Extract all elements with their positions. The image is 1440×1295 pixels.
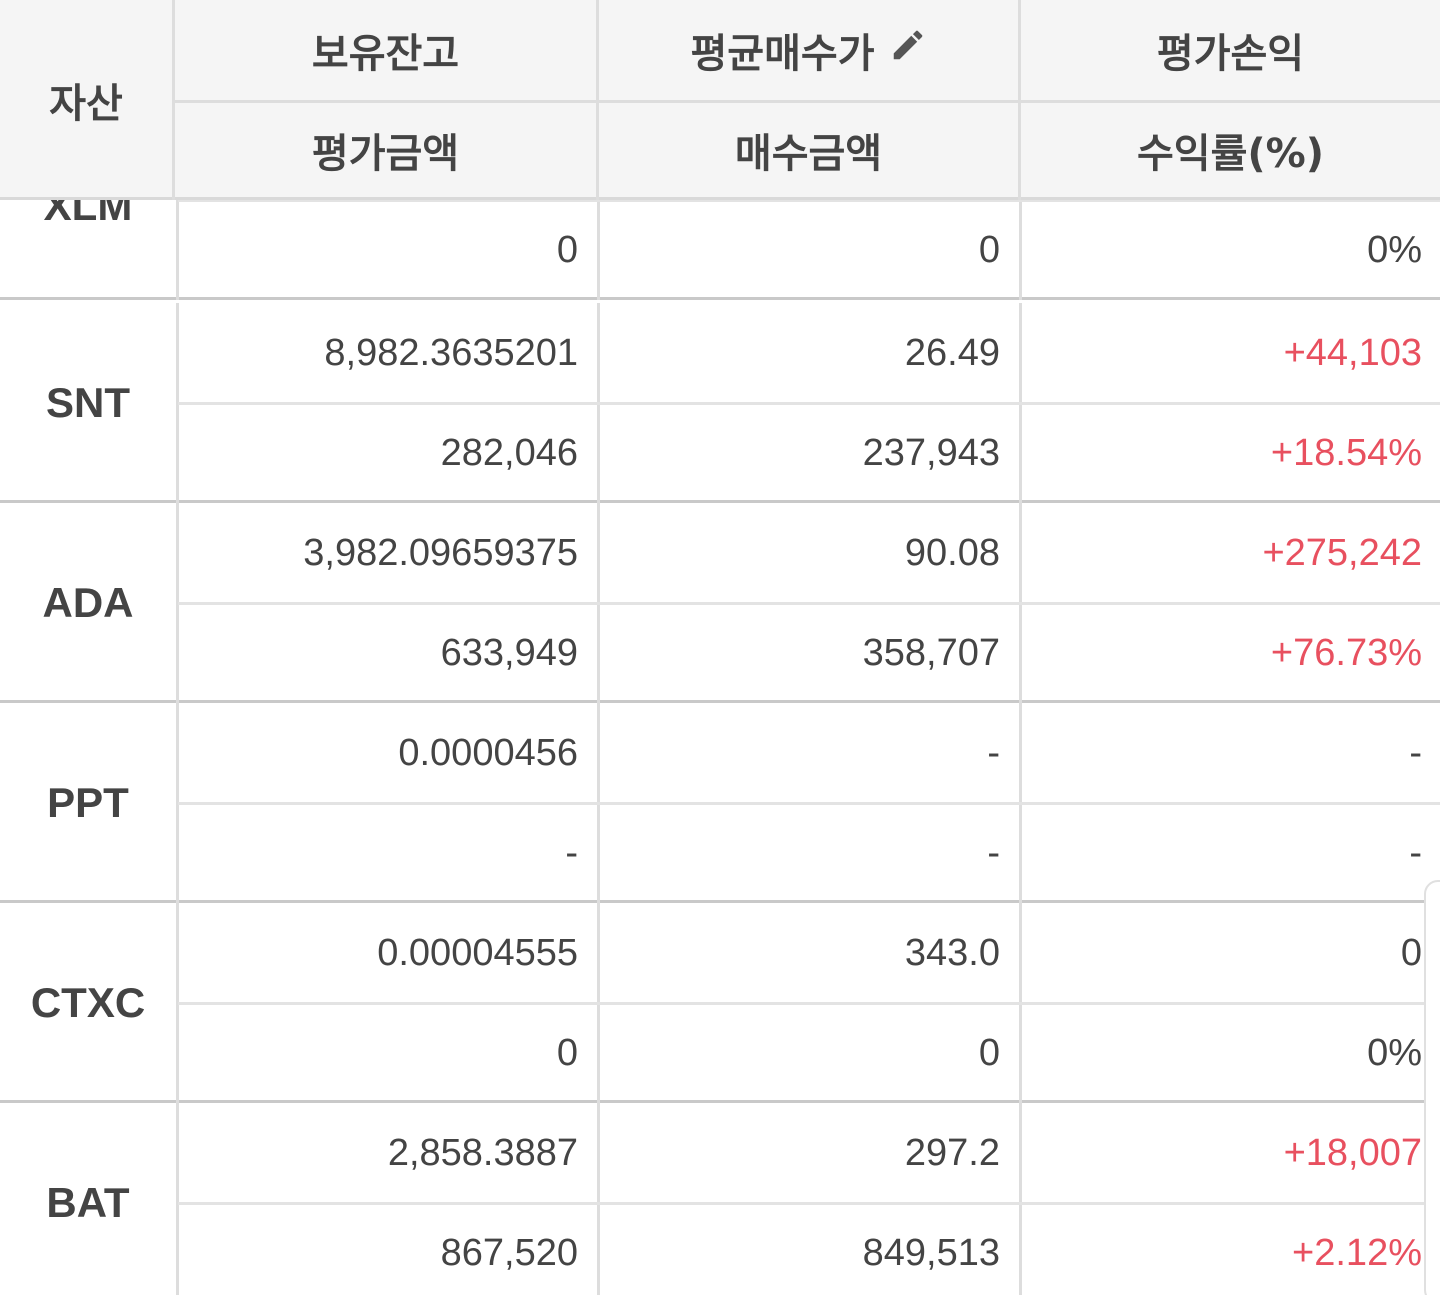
buy-amount: 237,943: [862, 431, 1000, 474]
return-rate: -: [1409, 831, 1422, 874]
asset-name: BAT: [46, 1179, 130, 1226]
return-rate: 0%: [1367, 228, 1422, 271]
header-asset: 자산: [49, 81, 123, 127]
asset-name: SNT: [46, 379, 130, 426]
table-row[interactable]: SNT 8,982.3635201 26.49 +44,103 282,046 …: [0, 303, 1440, 503]
return-rate: 0%: [1367, 1031, 1422, 1074]
balance: 2,858.3887: [387, 1131, 578, 1174]
avg-price: -: [987, 731, 1000, 774]
avg-price: 90.08: [904, 531, 1000, 574]
pnl: -: [1409, 731, 1422, 774]
header-avg-price[interactable]: 평균매수가: [599, 0, 1018, 100]
pnl: +275,242: [1262, 531, 1422, 574]
asset-name: ADA: [42, 579, 134, 626]
table-row[interactable]: ADA 3,982.09659375 90.08 +275,242 633,94…: [0, 503, 1440, 703]
eval-amount: 282,046: [440, 431, 578, 474]
balance: 3,982.09659375: [303, 531, 578, 574]
balance: 0.00004555: [377, 931, 578, 974]
table-body[interactable]: XLM 0 0 0% SNT 8,982.3635201 26.49 +44,1…: [0, 200, 1440, 1295]
return-rate: +18.54%: [1270, 431, 1422, 474]
asset-name: CTXC: [30, 979, 146, 1026]
scroll-handle[interactable]: [1424, 880, 1440, 1295]
header-buy-amount: 매수금액: [734, 131, 883, 177]
eval-amount: 633,949: [440, 631, 578, 674]
table-header: 자산 보유잔고 평균매수가 평가손익 평가금액 매수금액 수익률(%): [0, 0, 1440, 200]
table-row[interactable]: CTXC 0.00004555 343.0 0 0 0 0%: [0, 903, 1440, 1103]
header-balance: 보유잔고: [311, 31, 460, 77]
header-pnl: 평가손익: [1156, 31, 1305, 77]
buy-amount: 0: [978, 1031, 1000, 1074]
return-rate: +76.73%: [1270, 631, 1422, 674]
eval-amount: -: [565, 831, 578, 874]
table-row[interactable]: XLM 0 0 0%: [0, 200, 1440, 300]
asset-name: XLM: [43, 200, 133, 229]
header-return-rate: 수익률(%): [1136, 131, 1325, 177]
avg-price: 297.2: [904, 1131, 1000, 1174]
return-rate: +2.12%: [1292, 1231, 1422, 1274]
header-avg-price-label: 평균매수가: [690, 31, 875, 77]
pnl: +44,103: [1283, 331, 1422, 374]
eval-amount: 0: [556, 228, 578, 271]
table-row[interactable]: BAT 2,858.3887 297.2 +18,007 867,520 849…: [0, 1103, 1440, 1295]
balance: 0.0000456: [398, 731, 578, 774]
header-eval-amount: 평가금액: [311, 131, 460, 177]
pnl: 0: [1400, 931, 1422, 974]
buy-amount: 0: [978, 228, 1000, 271]
table-row[interactable]: PPT 0.0000456 - - - - -: [0, 703, 1440, 903]
pnl: +18,007: [1283, 1131, 1422, 1174]
balance: 8,982.3635201: [324, 331, 578, 374]
avg-price: 343.0: [904, 931, 1000, 974]
buy-amount: 358,707: [862, 631, 1000, 674]
pencil-icon[interactable]: [889, 25, 927, 75]
eval-amount: 0: [556, 1031, 578, 1074]
eval-amount: 867,520: [440, 1231, 578, 1274]
avg-price: 26.49: [904, 331, 1000, 374]
asset-name: PPT: [47, 779, 129, 826]
buy-amount: 849,513: [862, 1231, 1000, 1274]
buy-amount: -: [987, 831, 1000, 874]
